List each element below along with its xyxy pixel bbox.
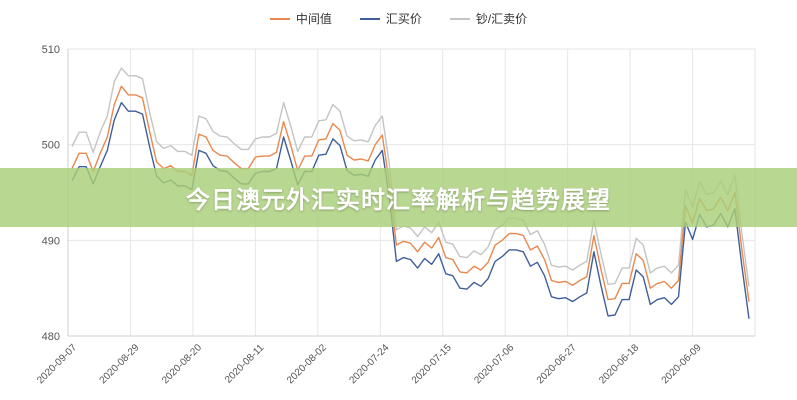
legend-swatch-buy bbox=[359, 17, 380, 20]
legend-label-mid: 中间值 bbox=[295, 12, 332, 26]
x-tick-label: 2020-07-24 bbox=[347, 342, 391, 386]
x-tick-label: 2020-07-15 bbox=[410, 342, 454, 386]
legend-item-sell[interactable]: 钞/汇卖价 bbox=[449, 10, 528, 27]
legend-swatch-sell bbox=[449, 17, 470, 20]
x-tick-label: 2020-08-20 bbox=[160, 342, 204, 386]
legend-label-buy: 汇买价 bbox=[385, 12, 422, 26]
x-tick-label: 2020-06-09 bbox=[660, 342, 704, 386]
y-tick-label: 490 bbox=[42, 235, 60, 247]
x-tick-label: 2020-08-02 bbox=[285, 342, 329, 386]
y-tick-label: 500 bbox=[42, 140, 60, 152]
legend-label-sell: 钞/汇卖价 bbox=[475, 12, 528, 26]
legend-swatch-mid bbox=[269, 17, 290, 20]
x-tick-label: 2020-08-29 bbox=[98, 342, 142, 386]
x-tick-label: 2020-09-07 bbox=[35, 342, 79, 386]
x-axis: 2020-09-07 2020-08-29 2020-08-20 2020-08-11… bbox=[35, 342, 704, 386]
y-axis: 480 490 500 510 bbox=[42, 44, 60, 343]
x-tick-label: 2020-07-06 bbox=[472, 342, 516, 386]
legend-item-buy[interactable]: 汇买价 bbox=[359, 10, 422, 27]
x-tick-label: 2020-08-11 bbox=[223, 342, 267, 386]
y-tick-label: 480 bbox=[42, 331, 60, 343]
y-tick-label: 510 bbox=[42, 44, 60, 56]
series-line-2 bbox=[71, 67, 750, 287]
legend-item-mid[interactable]: 中间值 bbox=[269, 10, 332, 27]
x-tick-label: 2020-06-18 bbox=[597, 342, 641, 386]
legend: 中间值 汇买价 钞/汇卖价 bbox=[0, 10, 797, 27]
x-tick-label: 2020-06-27 bbox=[535, 342, 579, 386]
title-banner: 今日澳元外汇实时汇率解析与趋势展望 bbox=[0, 168, 797, 227]
banner-title: 今日澳元外汇实时汇率解析与趋势展望 bbox=[186, 186, 611, 214]
